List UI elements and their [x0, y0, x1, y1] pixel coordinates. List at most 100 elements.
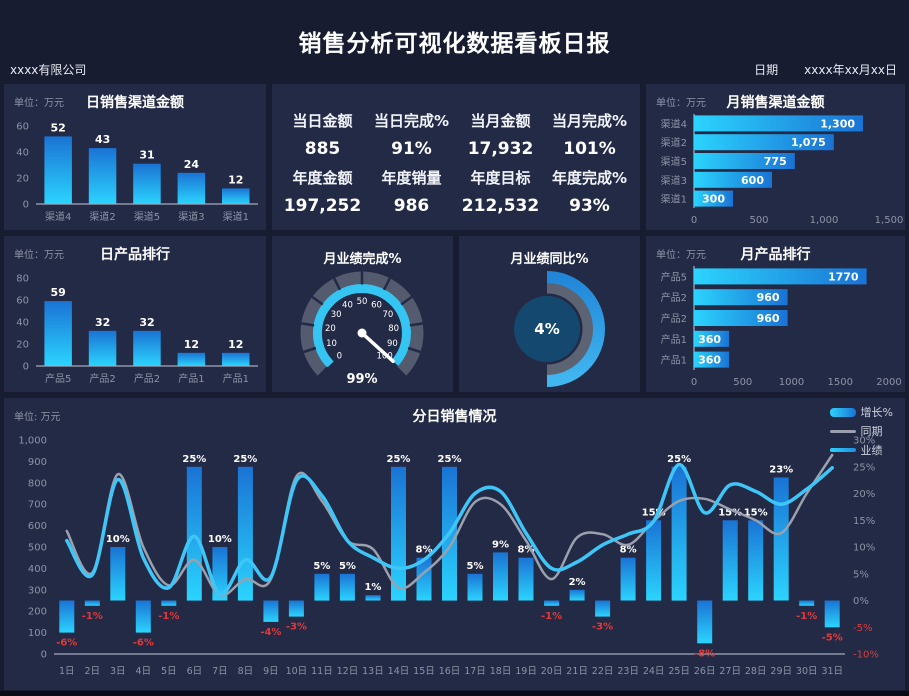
svg-text:960: 960 — [757, 291, 780, 304]
svg-text:775: 775 — [764, 155, 787, 168]
svg-text:500: 500 — [28, 543, 47, 554]
svg-text:1,000: 1,000 — [810, 215, 839, 226]
legend-item-same-period[interactable]: 同期 — [829, 423, 893, 439]
svg-text:20: 20 — [325, 324, 336, 334]
svg-text:14日: 14日 — [388, 666, 410, 677]
svg-text:0: 0 — [691, 215, 697, 226]
svg-text:渠道4: 渠道4 — [45, 210, 71, 223]
svg-text:20: 20 — [16, 174, 29, 185]
svg-text:1,500: 1,500 — [875, 215, 904, 226]
legend-item-growth[interactable]: 增长% — [829, 404, 893, 420]
svg-text:28日: 28日 — [745, 666, 767, 677]
svg-text:7日: 7日 — [212, 666, 228, 677]
monthly-channel-hbar-chart: 0 500 1,000 1,500 1,300 渠道4 1,075 渠道2 775 渠道5 600 渠… — [661, 114, 904, 226]
svg-text:0: 0 — [691, 377, 697, 388]
svg-text:600: 600 — [28, 521, 47, 532]
svg-text:渠道3: 渠道3 — [178, 210, 204, 223]
unit-label: 单位：万元 — [656, 98, 706, 109]
svg-text:12: 12 — [228, 338, 243, 351]
svg-text:50: 50 — [357, 297, 368, 307]
svg-text:99%: 99% — [346, 372, 377, 387]
svg-text:31日: 31日 — [821, 666, 843, 677]
kpi-year-volume: 年度销量 986 — [381, 169, 442, 216]
svg-text:12日: 12日 — [337, 666, 359, 677]
bottom-row: 单位: 万元 分日销售情况 增长% 同期 业绩 0 100 200 300 400 500… — [4, 398, 905, 690]
header: 销售分析可视化数据看板日报 xxxx有限公司 日期 xxxx年xx月xx日 — [4, 0, 905, 84]
legend: 增长% 同期 业绩 — [829, 404, 893, 458]
svg-text:-6%: -6% — [133, 638, 154, 649]
svg-text:10%: 10% — [208, 534, 232, 545]
legend-item-performance[interactable]: 业绩 — [829, 442, 893, 458]
svg-text:9日: 9日 — [263, 666, 279, 677]
kpi-year-completion: 年度完成% 93% — [551, 169, 628, 216]
panel-daily-channel: 单位：万元 日销售渠道金额 0 20 40 60 52 渠道4 43 渠道2 31 渠道5 24 渠道… — [4, 84, 266, 230]
svg-text:4%: 4% — [534, 320, 559, 338]
kpi-month-amount: 当月金额 17,932 — [467, 112, 534, 159]
svg-text:渠道1: 渠道1 — [661, 193, 687, 206]
svg-text:1,300: 1,300 — [820, 117, 855, 130]
svg-text:0: 0 — [337, 352, 342, 362]
svg-text:0%: 0% — [853, 596, 869, 607]
svg-text:-3%: -3% — [592, 622, 613, 633]
svg-text:6日: 6日 — [187, 666, 203, 677]
svg-text:-6%: -6% — [56, 638, 77, 649]
svg-text:渠道2: 渠道2 — [89, 210, 115, 223]
svg-text:17日: 17日 — [464, 666, 486, 677]
svg-text:25%: 25% — [233, 454, 257, 465]
svg-text:1500: 1500 — [828, 377, 853, 388]
kpi-day-completion: 当日完成% 91% — [373, 112, 450, 159]
svg-text:43: 43 — [95, 133, 110, 146]
svg-text:10: 10 — [326, 339, 337, 349]
legend-label: 同期 — [860, 425, 883, 438]
kpi-year-amount: 年度金额 197,252 — [283, 169, 362, 216]
svg-text:产品1: 产品1 — [661, 333, 687, 346]
svg-text:25日: 25日 — [668, 666, 690, 677]
svg-text:80: 80 — [388, 324, 399, 334]
svg-text:渠道1: 渠道1 — [223, 210, 249, 223]
svg-text:24: 24 — [184, 158, 200, 171]
svg-text:-1%: -1% — [796, 611, 817, 622]
report-date: 日期 xxxx年xx月xx日 — [754, 61, 897, 78]
svg-text:-1%: -1% — [158, 611, 179, 622]
svg-text:900: 900 — [28, 457, 47, 468]
chart-title: 日产品排行 — [100, 247, 170, 263]
svg-text:5%: 5% — [467, 561, 484, 572]
svg-text:8%: 8% — [518, 545, 535, 556]
svg-text:800: 800 — [28, 478, 47, 489]
svg-text:13日: 13日 — [362, 666, 384, 677]
panel-kpi: 当日金额 885 当日完成% 91% 当月金额 17,932 当月完成% 101% 年度… — [272, 84, 640, 230]
svg-text:-5%: -5% — [853, 623, 872, 634]
kpi-month-completion: 当月完成% 101% — [551, 112, 628, 159]
svg-text:8日: 8日 — [238, 666, 254, 677]
svg-text:25%: 25% — [386, 454, 410, 465]
svg-text:1%: 1% — [364, 582, 381, 593]
svg-text:产品2: 产品2 — [661, 312, 687, 325]
svg-text:2000: 2000 — [876, 377, 901, 388]
svg-text:8%: 8% — [620, 545, 637, 556]
svg-text:5%: 5% — [853, 569, 869, 580]
panel-monthly-product: 单位：万元 月产品排行 0 500 1000 1500 2000 1770 产品5 960 产品… — [646, 236, 905, 392]
svg-text:15%: 15% — [744, 507, 768, 518]
svg-text:16日: 16日 — [439, 666, 461, 677]
svg-text:22日: 22日 — [592, 666, 614, 677]
chart-title: 月销售渠道金额 — [726, 95, 825, 111]
svg-text:5%: 5% — [313, 561, 330, 572]
svg-text:200: 200 — [28, 607, 47, 618]
chart-title: 月业绩完成% — [323, 252, 402, 267]
svg-text:19日: 19日 — [515, 666, 537, 677]
middle-row: 单位：万元 日产品排行 0 20 40 60 80 59 产品5 32 产品2 32 产品2 12 产品… — [4, 236, 905, 392]
svg-text:31: 31 — [139, 149, 154, 162]
legend-label: 业绩 — [860, 444, 883, 457]
svg-text:0: 0 — [23, 362, 29, 373]
unit-label: 单位: 万元 — [14, 412, 61, 423]
daily-product-bar-chart: 0 20 40 60 80 59 产品5 32 产品2 32 产品2 12 产品1 12 产品1 — [16, 274, 258, 385]
date-value: xxxx年xx月xx日 — [804, 63, 897, 77]
svg-text:60: 60 — [371, 300, 382, 310]
line-swatch-icon — [829, 429, 856, 433]
svg-text:12: 12 — [228, 173, 243, 186]
svg-text:渠道4: 渠道4 — [661, 117, 687, 130]
svg-text:产品2: 产品2 — [134, 372, 160, 385]
svg-text:59: 59 — [51, 286, 66, 299]
svg-text:渠道5: 渠道5 — [134, 210, 160, 223]
